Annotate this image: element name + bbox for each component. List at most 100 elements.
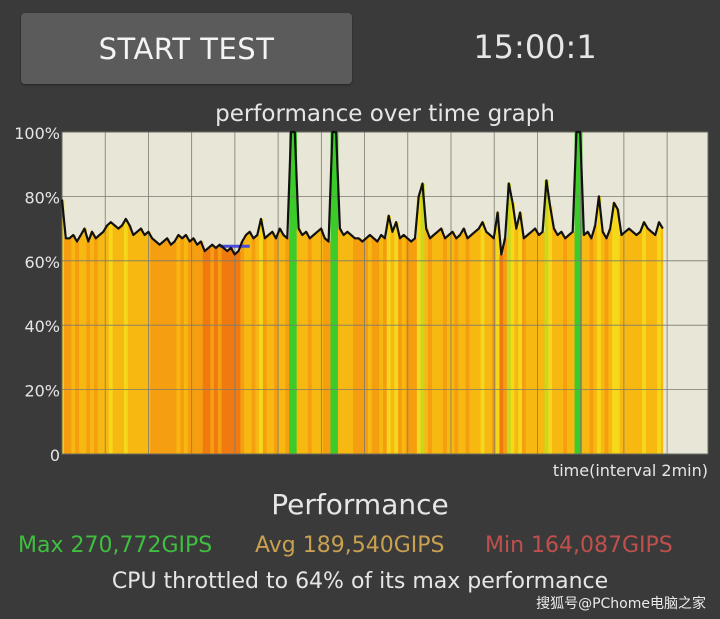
bar (469, 235, 474, 454)
min-performance: Min 164,087GIPS (485, 533, 673, 558)
bar (368, 235, 373, 454)
bar (315, 231, 320, 454)
bar (375, 241, 380, 454)
bar (548, 206, 553, 454)
bar (510, 202, 515, 454)
bar (300, 235, 305, 454)
timer: 15:00:1 (473, 28, 597, 66)
bar (514, 228, 519, 454)
bar (251, 238, 256, 454)
bar (97, 235, 102, 454)
bar (349, 235, 354, 454)
bar (90, 231, 95, 454)
bar (642, 222, 647, 454)
bar (386, 215, 391, 454)
bar (184, 235, 189, 454)
bar (296, 228, 301, 454)
bar (270, 231, 275, 454)
bar (82, 228, 87, 454)
bar (582, 235, 587, 454)
bar (75, 241, 80, 454)
bar (142, 235, 147, 454)
bar (615, 209, 620, 454)
bar (638, 231, 643, 454)
performance-chart: 100% 80% 60% 40% 20% 0 time(interval 2min) (14, 124, 709, 480)
bar (627, 228, 632, 454)
bar (563, 238, 568, 454)
bar (236, 251, 241, 454)
bar (394, 222, 399, 454)
y-tick-label: 0 (50, 446, 60, 465)
bar (307, 238, 313, 454)
bar (334, 132, 339, 454)
bar (240, 241, 245, 454)
bar (443, 238, 448, 454)
bar (63, 238, 69, 454)
bar (476, 228, 482, 454)
bar (409, 241, 414, 454)
bar (536, 235, 542, 454)
bar (116, 228, 121, 454)
bar (78, 235, 84, 454)
bar (221, 247, 226, 454)
bar (413, 238, 418, 454)
bar (229, 247, 234, 454)
bar (285, 238, 290, 454)
bar (176, 235, 181, 454)
performance-title: Performance (271, 488, 449, 521)
bar (127, 225, 132, 454)
bar (604, 238, 609, 454)
bar (589, 238, 594, 454)
bar (465, 238, 470, 454)
bar (559, 231, 564, 454)
bar (458, 235, 463, 454)
bar (135, 231, 140, 454)
bar (499, 254, 504, 454)
x-axis-label: time(interval 2min) (553, 461, 708, 480)
bar (623, 231, 628, 454)
bar (225, 251, 230, 454)
plot-border (61, 131, 709, 455)
bar (608, 228, 613, 454)
bar (480, 222, 485, 454)
bar (62, 199, 65, 454)
bar (360, 241, 365, 454)
bar (93, 238, 99, 454)
bar (67, 238, 72, 454)
bar (202, 251, 207, 454)
bar (180, 238, 185, 454)
bar (653, 235, 658, 454)
bar (431, 235, 437, 454)
bar (210, 244, 215, 454)
bar (570, 231, 575, 454)
bar (450, 231, 455, 454)
bar (169, 244, 174, 454)
bar (157, 244, 162, 454)
bar (454, 238, 459, 454)
bar (612, 202, 617, 454)
bar (247, 231, 253, 454)
bar (503, 238, 508, 454)
bar (262, 238, 268, 454)
bar (424, 228, 429, 454)
bar (165, 238, 170, 454)
bar (390, 231, 395, 454)
bar (289, 132, 294, 454)
bar (420, 183, 425, 454)
bar (398, 238, 403, 454)
bar (600, 231, 605, 454)
bar (244, 235, 249, 454)
bar (330, 132, 335, 454)
start-test-button[interactable]: START TEST (21, 13, 352, 84)
bar (138, 228, 144, 454)
bar (593, 225, 598, 454)
bar (660, 228, 664, 454)
y-tick-label: 80% (24, 188, 60, 207)
bar (345, 231, 350, 454)
bar (131, 235, 136, 454)
y-tick-label: 20% (24, 382, 60, 401)
bar (634, 235, 639, 454)
bar (255, 235, 260, 454)
bar (277, 228, 283, 454)
bar (266, 235, 271, 454)
